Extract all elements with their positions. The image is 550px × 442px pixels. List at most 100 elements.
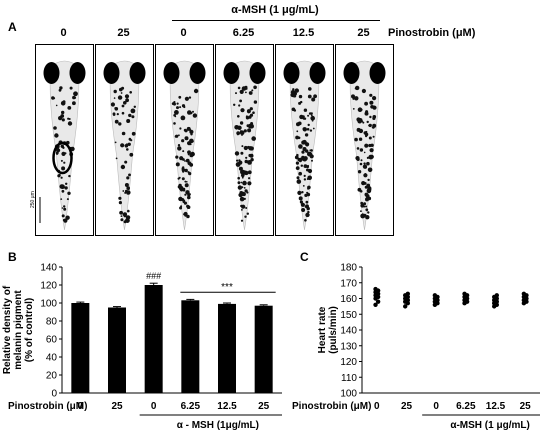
pigment-spot xyxy=(115,157,118,160)
pigment-spot xyxy=(58,116,63,121)
pigment-spot xyxy=(185,190,190,195)
column-label: 0 xyxy=(180,27,187,39)
pigment-spot xyxy=(124,191,127,194)
pigment-spot xyxy=(67,121,73,126)
pigment-spot xyxy=(178,196,183,202)
pigment-spot xyxy=(56,148,61,153)
pigment-spot xyxy=(361,120,364,123)
left-eye xyxy=(283,62,300,84)
y-axis-label: Relative density ofmelanin pigment(% of … xyxy=(2,285,35,374)
significance-hash: ### xyxy=(146,271,161,281)
pigment-spot xyxy=(238,160,243,165)
y-tick-label: 60 xyxy=(46,335,58,346)
pigment-spot xyxy=(182,150,185,153)
pigment-spot xyxy=(369,100,374,105)
pigment-spot xyxy=(124,183,129,187)
pigment-spot xyxy=(245,115,248,118)
pigment-spot xyxy=(181,187,184,189)
data-point xyxy=(373,286,378,292)
right-eye xyxy=(69,62,86,84)
x-tick-label: 6.25 xyxy=(456,401,476,412)
pigment-spot xyxy=(131,115,135,119)
pigment-spot xyxy=(235,92,237,95)
pigment-spot xyxy=(178,176,181,179)
scale-bar-label: 250 μm xyxy=(30,191,36,208)
pigment-spot xyxy=(244,215,247,218)
pinostrobin-header: Pinostrobin (μM) xyxy=(388,27,476,39)
pigment-spot xyxy=(364,111,369,116)
zebrafish-image-5 xyxy=(275,44,334,236)
pigment-spot xyxy=(293,109,297,112)
pigment-spot xyxy=(61,151,66,156)
pigment-spot xyxy=(237,176,240,180)
pigment-spot xyxy=(128,138,131,141)
larva-body xyxy=(49,60,80,231)
pigment-spot xyxy=(362,164,367,169)
pigment-spot xyxy=(175,134,179,138)
pigment-spot xyxy=(192,140,194,143)
pigment-spot xyxy=(372,105,375,108)
pigment-spot xyxy=(110,102,115,107)
pigment-spot xyxy=(179,127,182,130)
panel-c-letter: C xyxy=(300,250,309,264)
pigment-spot xyxy=(124,160,128,164)
zebrafish-larva-image xyxy=(343,60,386,231)
pigment-spot xyxy=(240,219,244,222)
pigment-spot xyxy=(372,135,375,138)
pigment-spot xyxy=(177,185,181,189)
pigment-spot xyxy=(189,111,193,115)
pigment-spot xyxy=(184,96,189,101)
data-point xyxy=(494,293,499,298)
pigment-spot xyxy=(129,91,132,94)
pigment-spot xyxy=(113,89,117,94)
pigment-spot xyxy=(307,168,313,174)
y-axis-label-line: Relative density of xyxy=(2,285,13,374)
pigment-spot xyxy=(114,141,117,144)
right-eye xyxy=(309,62,326,84)
right-eye xyxy=(189,62,206,84)
pigment-spot xyxy=(244,189,247,192)
pigment-spot xyxy=(126,148,129,151)
pigment-spot xyxy=(240,108,245,113)
pigment-spot xyxy=(301,150,305,154)
heart-rate-chart: 100 110 120 130 140 150 160 170 180 Heart rate(pu… xyxy=(292,263,540,431)
pigment-spot xyxy=(298,94,303,99)
pigment-spot xyxy=(247,160,252,165)
pigment-spot xyxy=(301,191,304,194)
y-tick-label: 80 xyxy=(46,317,58,328)
pigment-spot xyxy=(369,154,374,159)
pigment-spot xyxy=(123,214,127,218)
pigment-spot xyxy=(303,108,308,112)
pigment-spot xyxy=(251,89,254,92)
pigment-spot xyxy=(301,208,306,212)
column-label: 6.25 xyxy=(232,27,255,39)
right-eye xyxy=(129,62,146,84)
x-tick-label: 6.25 xyxy=(181,401,201,412)
pigment-spot xyxy=(63,207,67,211)
pigment-spot xyxy=(372,126,375,129)
pigment-spot xyxy=(238,166,243,171)
pigment-spot xyxy=(120,92,123,94)
pigment-spot xyxy=(73,91,78,97)
pigment-spot xyxy=(241,192,246,197)
pigment-spot xyxy=(55,104,58,107)
pigment-spot xyxy=(366,161,370,166)
pigment-spot xyxy=(181,177,185,181)
pigment-spot xyxy=(240,181,243,184)
pigment-spot xyxy=(363,182,367,185)
pigment-spot xyxy=(372,116,376,120)
pigment-spot xyxy=(249,124,254,129)
panel-a-letter: A xyxy=(8,20,17,34)
data-point xyxy=(462,291,467,296)
pigment-spot xyxy=(302,185,305,187)
pigment-spot xyxy=(241,209,243,211)
pigment-spot xyxy=(237,185,243,190)
group-label: α - MSH (1μg/mL) xyxy=(177,420,259,431)
pigment-spot xyxy=(176,106,179,110)
pigment-spot xyxy=(61,166,66,171)
pigment-spot xyxy=(356,147,360,150)
pigment-spot xyxy=(118,196,122,200)
pigment-spot xyxy=(186,205,191,209)
pigment-spot xyxy=(187,150,191,155)
pigment-spot xyxy=(175,162,180,167)
